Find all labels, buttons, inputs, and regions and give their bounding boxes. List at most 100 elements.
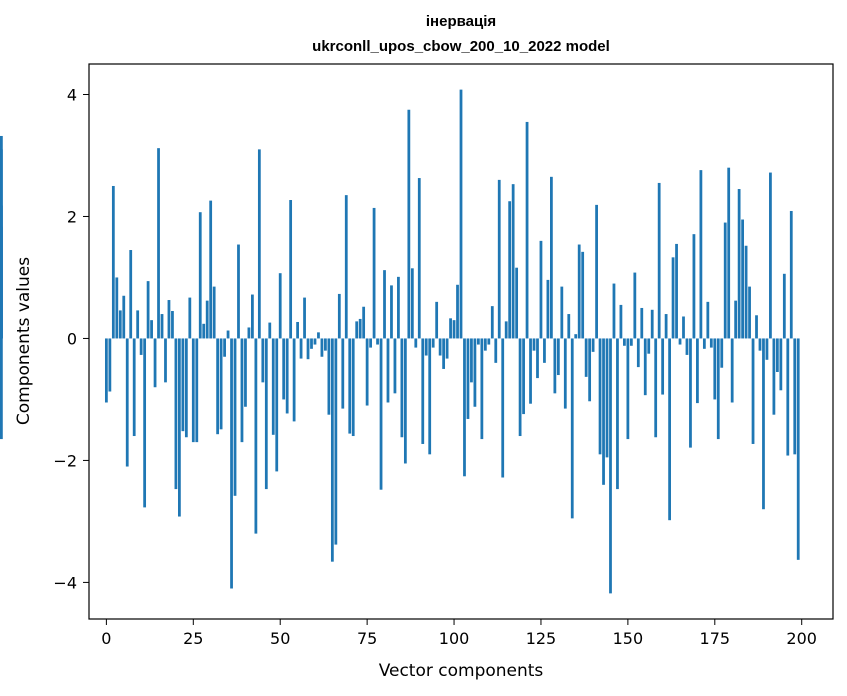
bar: [720, 338, 724, 368]
bar: [132, 338, 136, 437]
bar: [223, 338, 226, 357]
bar: [303, 297, 306, 339]
bar: [629, 338, 633, 346]
bar: [563, 338, 567, 409]
bar: [261, 338, 265, 383]
bar: [588, 338, 592, 402]
bar: [445, 338, 449, 359]
bar: [737, 189, 741, 339]
bar: [337, 293, 341, 339]
bar: [689, 338, 692, 448]
bar: [692, 234, 696, 339]
bar: [184, 338, 188, 438]
bar: [706, 301, 710, 339]
bar: [414, 338, 418, 348]
bar: [612, 283, 616, 339]
bar: [383, 270, 386, 339]
bar: [640, 307, 644, 339]
bar: [734, 300, 738, 339]
bar: [157, 148, 160, 339]
x-tick-label: 100: [439, 629, 470, 648]
bar: [584, 338, 588, 377]
bar: [685, 338, 689, 355]
bar: [320, 338, 324, 357]
bar: [476, 338, 480, 345]
bar: [0, 226, 3, 339]
bar: [525, 121, 529, 339]
bars-group: [0, 89, 800, 594]
bar: [772, 338, 776, 415]
bar: [146, 281, 150, 339]
bar: [508, 201, 512, 339]
bar: [546, 279, 550, 339]
bar: [257, 149, 261, 339]
bar: [129, 250, 133, 339]
bar: [560, 286, 564, 339]
x-tick-label: 200: [786, 629, 817, 648]
bar: [164, 338, 167, 383]
bar: [623, 338, 626, 346]
bar: [487, 338, 491, 345]
bar: [661, 338, 665, 395]
bar: [522, 338, 525, 415]
bar: [264, 338, 268, 490]
bar: [115, 277, 119, 339]
bar: [351, 338, 355, 437]
bar: [675, 243, 678, 339]
bar: [160, 314, 164, 339]
bar: [716, 338, 720, 440]
bar: [153, 338, 157, 388]
bar: [358, 318, 362, 339]
bar: [473, 338, 477, 407]
bar: [188, 297, 192, 339]
bar: [136, 310, 140, 339]
bar: [744, 245, 748, 339]
bar: [181, 338, 185, 432]
bar: [682, 316, 685, 339]
bar: [278, 273, 282, 339]
bar: [796, 338, 800, 560]
bar: [372, 207, 376, 339]
bar: [191, 338, 195, 443]
bar: [431, 338, 435, 348]
bar: [762, 338, 765, 510]
bar: [452, 320, 456, 339]
bar: [230, 338, 233, 589]
bar: [556, 338, 560, 376]
bar: [598, 338, 602, 455]
bar: [417, 178, 421, 339]
bar: [167, 300, 171, 339]
bar: [577, 244, 581, 339]
bar: [407, 109, 411, 339]
bar: [421, 338, 425, 444]
bar: [758, 338, 762, 351]
y-tick-label: 4: [67, 85, 77, 104]
bar: [327, 338, 331, 415]
bar: [438, 338, 442, 356]
bar: [567, 314, 571, 339]
bar: [400, 338, 404, 438]
bar: [355, 321, 359, 339]
bar: [466, 338, 470, 419]
bar: [240, 338, 244, 443]
bar: [379, 338, 383, 490]
bar: [789, 210, 793, 339]
bar: [668, 338, 671, 521]
bar: [619, 304, 623, 339]
bar: [775, 338, 779, 372]
bar: [515, 267, 519, 339]
bar: [393, 338, 397, 394]
bar: [362, 306, 366, 339]
x-tick-label: 25: [183, 629, 203, 648]
bar: [174, 338, 178, 490]
bar: [139, 338, 143, 355]
bar: [275, 338, 279, 472]
bar: [341, 338, 345, 409]
bar: [647, 338, 651, 354]
bar: [532, 338, 536, 351]
bar: [442, 338, 446, 369]
bar: [237, 244, 240, 339]
bar: [591, 338, 595, 352]
bar: [390, 285, 393, 339]
